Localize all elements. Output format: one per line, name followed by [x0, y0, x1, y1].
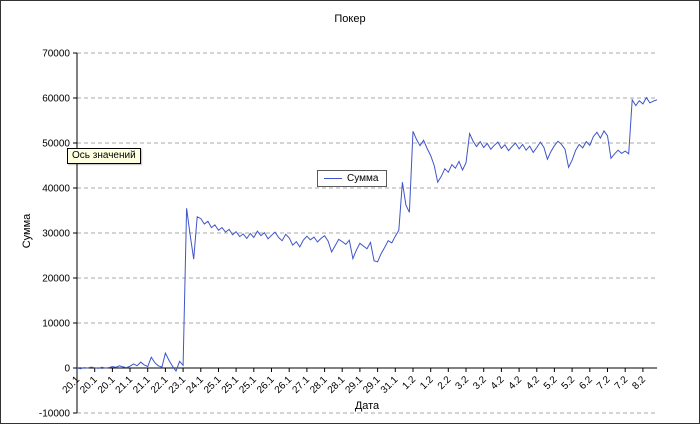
legend-label: Сумма	[347, 173, 379, 184]
category-axis[interactable]: 20.120.120.121.121.122.123.124.125.125.1…	[61, 367, 657, 396]
x-tick-label: 20.1	[96, 374, 118, 396]
x-tick-label: 25.1	[220, 374, 242, 396]
y-tick-label: -10000	[39, 409, 71, 420]
x-axis-title[interactable]: Дата	[354, 400, 380, 412]
legend[interactable]: Сумма	[317, 170, 388, 187]
x-tick-label: 2.2	[436, 374, 454, 392]
x-tick-label: 26.1	[273, 374, 295, 396]
y-tick-label: 10000	[42, 319, 70, 330]
x-tick-label: 21.1	[114, 374, 136, 396]
y-tick-label: 40000	[42, 184, 70, 195]
x-tick-label: 5.2	[542, 374, 560, 392]
y-tick-label: 0	[64, 364, 70, 375]
x-tick-label: 6.2	[577, 374, 595, 392]
x-tick-label: 1.2	[418, 374, 436, 392]
legend-line-sample	[324, 178, 342, 179]
x-tick-label: 24.1	[184, 374, 206, 396]
x-tick-label: 27.1	[290, 374, 312, 396]
x-tick-label: 4.2	[524, 374, 542, 392]
x-tick-label: 23.1	[167, 374, 189, 396]
x-tick-label: 3.2	[454, 374, 472, 392]
y-tick-label: 50000	[42, 139, 70, 150]
x-tick-label: 4.2	[489, 374, 507, 392]
x-tick-label: 28.1	[326, 374, 348, 396]
x-tick-label: 3.2	[471, 374, 489, 392]
x-tick-label: 7.2	[613, 374, 631, 392]
x-tick-label: 26.1	[255, 374, 277, 396]
y-tick-label: 20000	[42, 274, 70, 285]
value-axis[interactable]: 70000 60000 50000 40000 30000 20000 10000 0 -100…	[39, 49, 78, 420]
axis-tooltip: Ось значений	[67, 148, 141, 164]
x-tick-label: 29.1	[361, 374, 383, 396]
x-tick-label: 5.2	[560, 374, 578, 392]
x-tick-label: 20.1	[78, 374, 100, 396]
x-tick-label: 29.1	[343, 374, 365, 396]
x-tick-label: 1.2	[401, 374, 419, 392]
gridlines	[77, 52, 657, 414]
x-tick-label: 21.1	[131, 374, 153, 396]
y-tick-label: 30000	[42, 229, 70, 240]
x-tick-label: 7.2	[595, 374, 613, 392]
x-tick-label: 25.1	[202, 374, 224, 396]
x-tick-label: 25.1	[237, 374, 259, 396]
chart-title[interactable]: Покер	[334, 13, 366, 25]
y-tick-label: 70000	[42, 49, 70, 60]
x-tick-label: 28.1	[308, 374, 330, 396]
x-tick-label: 20.1	[61, 374, 83, 396]
x-tick-label: 4.2	[507, 374, 525, 392]
y-tick-label: 60000	[42, 94, 70, 105]
x-tick-label: 22.1	[149, 374, 171, 396]
x-tick-label: 31.1	[379, 374, 401, 396]
series-line[interactable]	[76, 96, 658, 373]
x-tick-label: 8.2	[630, 374, 648, 392]
